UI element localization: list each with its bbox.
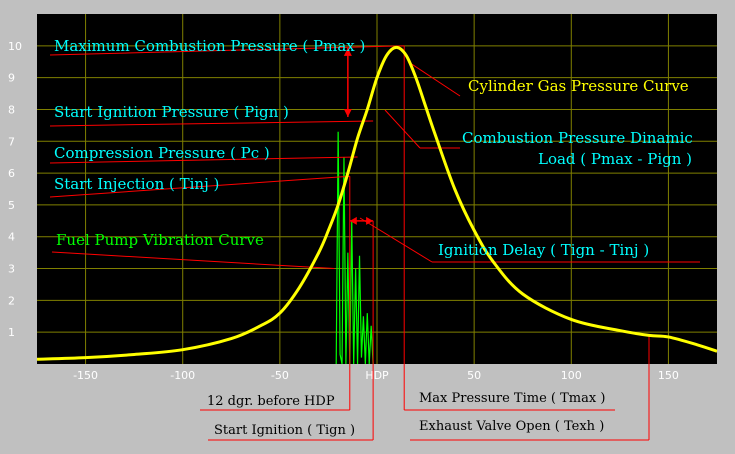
y-tick-6: 6 <box>8 167 15 180</box>
y-tick-5: 5 <box>8 199 15 212</box>
x-tick-50: 50 <box>467 369 481 382</box>
annotation-dynamic-load-2: Load ( Pmax - Pign ) <box>538 150 692 168</box>
annotation-pc: Compression Pressure ( Pc ) <box>54 144 270 162</box>
y-tick-1: 1 <box>8 326 15 339</box>
annotation-gas-curve: Cylinder Gas Pressure Curve <box>468 77 689 95</box>
arrow-ignition-delay-left <box>349 216 357 225</box>
y-tick-4: 4 <box>8 231 15 244</box>
fuel-pump-spikes <box>335 131 374 365</box>
arrow-dynamic-load-bottom <box>343 109 352 117</box>
y-tick-3: 3 <box>8 263 15 276</box>
x-tick-150: 150 <box>658 369 679 382</box>
grid-lines <box>37 14 717 364</box>
label-max-pressure-time: Max Pressure Time ( Tmax ) <box>419 391 605 406</box>
label-12-before-hdp: 12 dgr. before HDP <box>207 394 335 409</box>
annotation-pmax: Maximum Combustion Pressure ( Pmax ) <box>54 37 365 55</box>
leader-fuel <box>51 251 335 270</box>
label-exhaust-valve-open: Exhaust Valve Open ( Texh ) <box>419 419 604 434</box>
x-tick--150: -150 <box>73 369 98 382</box>
annotation-ignition-delay: Ignition Delay ( Tign - Tinj ) <box>438 241 649 259</box>
annotation-pign: Start Ignition Pressure ( Pign ) <box>54 103 289 121</box>
y-tick-9: 9 <box>8 72 15 85</box>
leader-pc <box>49 156 358 164</box>
y-tick-7: 7 <box>8 135 15 148</box>
leader-pmax <box>49 45 405 56</box>
fuel-pump-vibration-series <box>335 131 374 365</box>
x-tick-labels: -150 -100 -50 50 100 150 HDP <box>73 369 679 382</box>
leader-gas-curve <box>407 61 461 97</box>
label-start-ignition: Start Ignition ( Tign ) <box>214 423 355 438</box>
annotation-tinj: Start Injection ( Tinj ) <box>54 175 219 193</box>
leader-dyn-2 <box>384 109 421 149</box>
annotation-dynamic-load-1: Combustion Pressure Dinamic <box>462 129 693 147</box>
x-tick--50: -50 <box>271 369 289 382</box>
leader-ignition-delay <box>359 217 433 263</box>
x-tick-100: 100 <box>561 369 582 382</box>
arrow-ignition-delay-right <box>366 216 374 225</box>
y-tick-8: 8 <box>8 103 15 116</box>
x-tick-hdp: HDP <box>365 369 389 382</box>
y-tick-10: 10 <box>8 40 22 53</box>
cylinder-gas-pressure-series <box>36 45 718 361</box>
y-tick-2: 2 <box>8 294 15 307</box>
leader-pign <box>49 120 374 127</box>
arrow-dynamic-load-top <box>343 47 352 56</box>
measurement-arrows <box>343 47 374 225</box>
x-tick--100: -100 <box>170 369 195 382</box>
annotation-fuel-pump: Fuel Pump Vibration Curve <box>56 231 264 249</box>
annotation-leader-lines <box>49 45 700 441</box>
leader-tinj <box>49 175 350 198</box>
y-tick-labels: 1 2 3 4 5 6 7 8 9 10 <box>8 40 22 339</box>
